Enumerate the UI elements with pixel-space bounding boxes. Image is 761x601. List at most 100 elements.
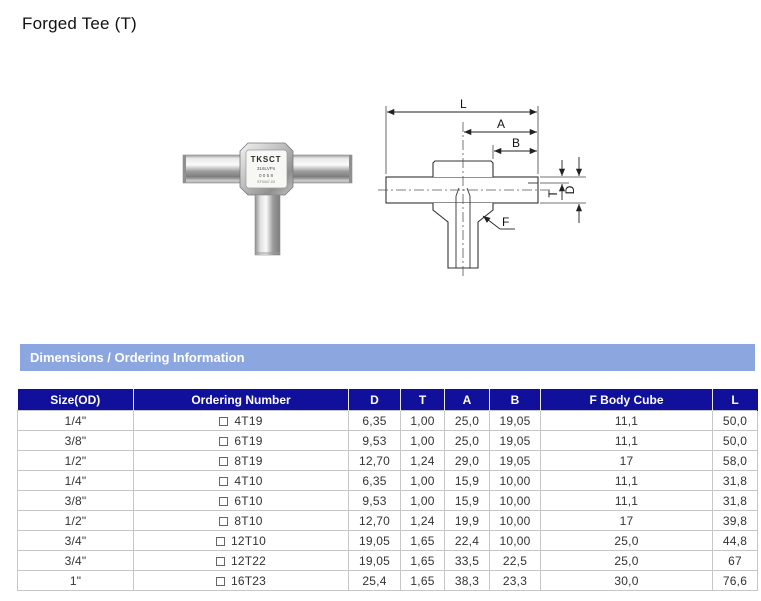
ordering-number-text: 6T10 <box>234 493 263 508</box>
a-cell: 15,9 <box>444 490 490 511</box>
size-cell: 3/8" <box>17 430 134 451</box>
f-body-cube-cell: 11,1 <box>540 470 713 491</box>
section-header-label: Dimensions / Ordering Information <box>30 350 245 365</box>
ordering-number-cell: 12T22 <box>133 550 349 571</box>
diagram-tube-outline <box>385 176 539 204</box>
table-row: 1/4" 4T19 6,35 1,00 25,0 19,05 11,1 50,0 <box>17 410 758 431</box>
table-row: 3/8" 6T10 9,53 1,00 15,9 10,00 11,1 31,8 <box>17 490 758 511</box>
t-cell: 1,65 <box>400 570 445 591</box>
ordering-number-text: 4T10 <box>234 473 263 488</box>
t-cell: 1,24 <box>400 510 445 531</box>
a-cell: 29,0 <box>444 450 490 471</box>
b-cell: 19,05 <box>489 410 541 431</box>
col-header-ordering-number: Ordering Number <box>133 389 349 411</box>
a-cell: 19,9 <box>444 510 490 531</box>
l-cell: 67 <box>712 550 758 571</box>
photo-stamp-line-2: 316LVPs <box>257 166 276 171</box>
a-cell: 25,0 <box>444 430 490 451</box>
t-cell: 1,65 <box>400 550 445 571</box>
size-cell: 1/2" <box>17 450 134 471</box>
l-cell: 50,0 <box>712 410 758 431</box>
table-body: 1/4" 4T19 6,35 1,00 25,0 19,05 11,1 50,0… <box>17 410 758 591</box>
d-cell: 25,4 <box>348 570 401 591</box>
order-checkbox[interactable] <box>219 456 229 466</box>
dim-label-B: B <box>512 136 520 150</box>
ordering-number-cell: 8T10 <box>133 510 349 531</box>
size-cell: 1/4" <box>17 410 134 431</box>
t-cell: 1,00 <box>400 490 445 511</box>
t-cell: 1,24 <box>400 450 445 471</box>
table-row: 3/4" 12T10 19,05 1,65 22,4 10,00 25,0 44… <box>17 530 758 551</box>
d-cell: 19,05 <box>348 530 401 551</box>
f-body-cube-cell: 17 <box>540 510 713 531</box>
f-body-cube-cell: 11,1 <box>540 430 713 451</box>
table-row: 1" 16T23 25,4 1,65 38,3 23,3 30,0 76,6 <box>17 570 758 591</box>
ordering-number-text: 8T19 <box>234 453 263 468</box>
t-cell: 1,00 <box>400 410 445 431</box>
table-row: 1/2" 8T19 12,70 1,24 29,0 19,05 17 58,0 <box>17 450 758 471</box>
ordering-number-text: 12T10 <box>230 533 267 548</box>
size-cell: 3/4" <box>17 530 134 551</box>
ordering-number-cell: 4T19 <box>133 410 349 431</box>
t-cell: 1,00 <box>400 430 445 451</box>
ordering-number-cell: 12T10 <box>133 530 349 551</box>
b-cell: 22,5 <box>489 550 541 571</box>
a-cell: 25,0 <box>444 410 490 431</box>
l-cell: 31,8 <box>712 470 758 491</box>
order-checkbox[interactable] <box>219 416 229 426</box>
d-cell: 19,05 <box>348 550 401 571</box>
dim-label-D: D <box>563 185 577 194</box>
col-header-size: Size(OD) <box>17 389 134 411</box>
size-cell: 3/4" <box>17 550 134 571</box>
order-checkbox[interactable] <box>219 476 229 486</box>
b-cell: 10,00 <box>489 510 541 531</box>
photo-stamp-line-1: TKSCT <box>251 155 282 164</box>
f-body-cube-cell: 11,1 <box>540 410 713 431</box>
l-cell: 76,6 <box>712 570 758 591</box>
ordering-number-text: 8T10 <box>234 513 263 528</box>
order-checkbox[interactable] <box>215 536 225 546</box>
ordering-number-cell: 4T10 <box>133 470 349 491</box>
ordering-number-cell: 6T19 <box>133 430 349 451</box>
ordering-number-cell: 16T23 <box>133 570 349 591</box>
b-cell: 23,3 <box>489 570 541 591</box>
d-cell: 6,35 <box>348 410 401 431</box>
f-body-cube-cell: 11,1 <box>540 490 713 511</box>
d-cell: 6,35 <box>348 470 401 491</box>
table-header: Size(OD) Ordering Number D T A B F Body … <box>17 389 758 411</box>
table-row: 3/4" 12T22 19,05 1,65 33,5 22,5 25,0 67 <box>17 550 758 571</box>
b-cell: 19,05 <box>489 450 541 471</box>
dim-leader-F <box>482 215 501 230</box>
col-header-t: T <box>400 389 445 411</box>
b-cell: 10,00 <box>489 530 541 551</box>
table-row: 1/2" 8T10 12,70 1,24 19,9 10,00 17 39,8 <box>17 510 758 531</box>
ordering-number-text: 6T19 <box>234 433 263 448</box>
t-cell: 1,65 <box>400 530 445 551</box>
ordering-number-text: 16T23 <box>230 573 267 588</box>
photo-stamp-line-4: ST0447-03 <box>257 180 275 184</box>
ordering-number-cell: 6T10 <box>133 490 349 511</box>
l-cell: 50,0 <box>712 430 758 451</box>
dim-label-L: L <box>460 97 467 111</box>
size-cell: 1/4" <box>17 470 134 491</box>
order-checkbox[interactable] <box>219 436 229 446</box>
dim-label-T: T <box>546 190 560 198</box>
ordering-number-text: 12T22 <box>230 553 267 568</box>
dimension-diagram: L A B T D F <box>378 97 586 279</box>
size-cell: 1/2" <box>17 510 134 531</box>
order-checkbox[interactable] <box>219 496 229 506</box>
f-body-cube-cell: 25,0 <box>540 530 713 551</box>
a-cell: 33,5 <box>444 550 490 571</box>
order-checkbox[interactable] <box>215 556 225 566</box>
dimensions-table: Size(OD) Ordering Number D T A B F Body … <box>17 389 758 591</box>
f-body-cube-cell: 25,0 <box>540 550 713 571</box>
f-body-cube-cell: 30,0 <box>540 570 713 591</box>
product-photo: TKSCT 316LVPs 0 0 5 8 ST0447-03 <box>182 142 353 256</box>
order-checkbox[interactable] <box>215 576 225 586</box>
l-cell: 39,8 <box>712 510 758 531</box>
order-checkbox[interactable] <box>219 516 229 526</box>
a-cell: 38,3 <box>444 570 490 591</box>
ordering-number-text: 4T19 <box>234 413 263 428</box>
page-title: Forged Tee (T) <box>22 14 137 33</box>
ordering-number-cell: 8T19 <box>133 450 349 471</box>
